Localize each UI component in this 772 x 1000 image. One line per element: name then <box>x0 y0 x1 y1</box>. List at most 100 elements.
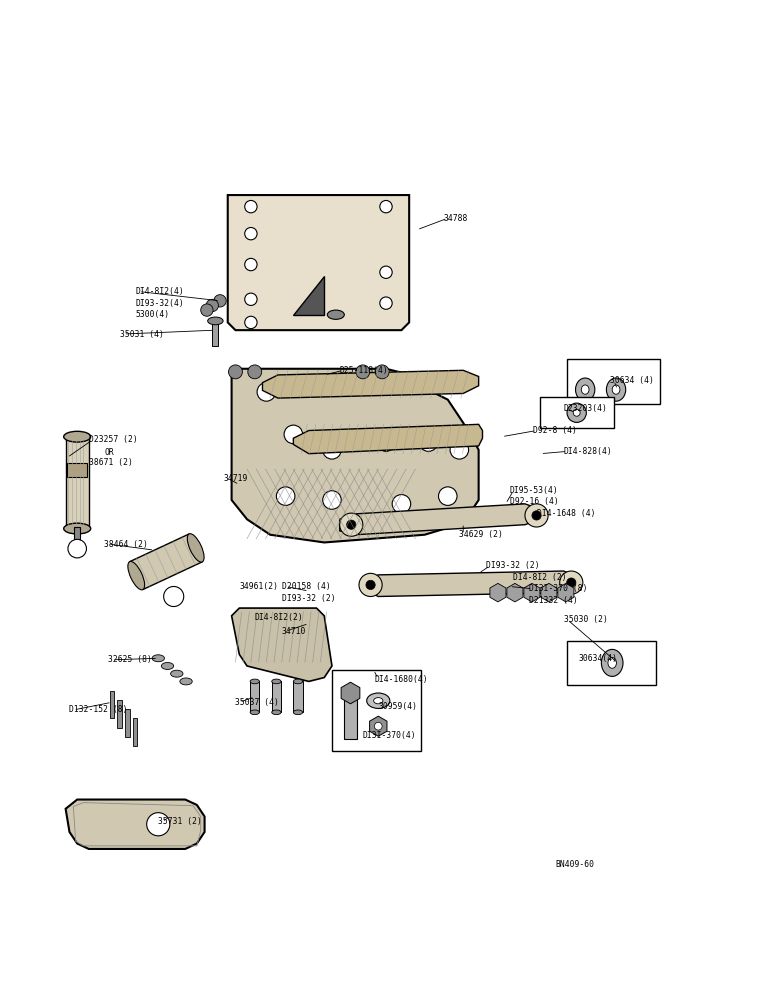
Circle shape <box>392 495 411 513</box>
Text: DI4-1648 (4): DI4-1648 (4) <box>537 509 595 518</box>
Bar <box>212 321 218 346</box>
Ellipse shape <box>272 710 281 715</box>
Bar <box>344 697 357 739</box>
Text: 35031 (4): 35031 (4) <box>120 330 164 339</box>
Circle shape <box>248 365 262 379</box>
Ellipse shape <box>188 534 204 562</box>
Polygon shape <box>228 195 409 330</box>
Bar <box>125 709 130 737</box>
Circle shape <box>245 293 257 305</box>
Circle shape <box>340 513 363 536</box>
Text: 34788: 34788 <box>444 214 469 223</box>
Text: DI4-8I2(4): DI4-8I2(4) <box>135 287 184 296</box>
Circle shape <box>450 441 469 459</box>
Text: 32625 (8): 32625 (8) <box>108 655 152 664</box>
Polygon shape <box>262 370 479 398</box>
Circle shape <box>356 365 370 379</box>
Text: D92-16 (4): D92-16 (4) <box>510 497 558 506</box>
Circle shape <box>377 433 395 451</box>
Ellipse shape <box>612 385 620 394</box>
Bar <box>110 691 114 718</box>
Ellipse shape <box>567 403 587 422</box>
Circle shape <box>375 365 389 379</box>
Text: 38671 (2): 38671 (2) <box>89 458 133 467</box>
Polygon shape <box>66 438 89 527</box>
Ellipse shape <box>608 657 616 668</box>
Polygon shape <box>66 800 205 849</box>
Ellipse shape <box>293 710 303 715</box>
Text: 30959(4): 30959(4) <box>378 702 418 711</box>
Bar <box>67 463 87 477</box>
Circle shape <box>560 571 583 594</box>
Text: 30634 (4): 30634 (4) <box>610 376 654 385</box>
Circle shape <box>245 316 257 329</box>
Text: D25-118(4): D25-118(4) <box>340 366 388 375</box>
Circle shape <box>164 586 184 607</box>
Circle shape <box>245 258 257 271</box>
Bar <box>567 641 656 685</box>
Circle shape <box>374 722 382 730</box>
Text: 35030 (2): 35030 (2) <box>564 615 608 624</box>
Text: 5300(4): 5300(4) <box>135 310 169 319</box>
Ellipse shape <box>128 561 144 590</box>
Polygon shape <box>293 424 482 454</box>
Circle shape <box>438 487 457 505</box>
Text: 30634(4): 30634(4) <box>579 654 618 663</box>
Circle shape <box>214 295 226 307</box>
Text: 34719: 34719 <box>224 474 249 483</box>
Text: DI93-32 (2): DI93-32 (2) <box>282 594 335 603</box>
Text: 35037 (4): 35037 (4) <box>235 698 279 707</box>
Circle shape <box>567 578 576 587</box>
Ellipse shape <box>581 385 589 394</box>
Text: DI93-32(4): DI93-32(4) <box>135 299 184 308</box>
Bar <box>74 527 80 546</box>
Ellipse shape <box>250 710 259 715</box>
Text: D132-152 (8): D132-152 (8) <box>69 705 128 714</box>
Ellipse shape <box>171 670 183 677</box>
Circle shape <box>359 573 382 596</box>
Ellipse shape <box>573 409 581 416</box>
Circle shape <box>532 511 541 520</box>
Text: D23257 (2): D23257 (2) <box>89 435 137 444</box>
Ellipse shape <box>63 523 91 534</box>
Circle shape <box>525 504 548 527</box>
Text: DI4-8I2 (2): DI4-8I2 (2) <box>513 573 567 582</box>
Ellipse shape <box>250 679 259 684</box>
Circle shape <box>380 266 392 278</box>
Circle shape <box>229 365 242 379</box>
Circle shape <box>380 297 392 309</box>
Circle shape <box>257 383 276 401</box>
Text: DI3I-370(4): DI3I-370(4) <box>363 731 416 740</box>
Circle shape <box>323 491 341 509</box>
Ellipse shape <box>607 378 625 401</box>
Ellipse shape <box>272 679 281 684</box>
Text: D20158 (4): D20158 (4) <box>282 582 330 591</box>
Bar <box>332 670 421 751</box>
Ellipse shape <box>575 378 594 401</box>
Ellipse shape <box>180 678 192 685</box>
Ellipse shape <box>208 317 223 325</box>
Text: DI95-53(4): DI95-53(4) <box>510 486 558 495</box>
Circle shape <box>147 813 170 836</box>
Bar <box>250 681 259 712</box>
Bar <box>293 681 303 712</box>
Circle shape <box>347 520 356 529</box>
Circle shape <box>419 433 438 451</box>
Bar <box>133 718 137 746</box>
Circle shape <box>201 304 213 316</box>
Circle shape <box>276 487 295 505</box>
Ellipse shape <box>152 655 164 662</box>
Ellipse shape <box>293 679 303 684</box>
Text: 35731 (2): 35731 (2) <box>158 817 202 826</box>
Bar <box>272 681 281 712</box>
Circle shape <box>206 299 218 312</box>
Circle shape <box>366 580 375 590</box>
Text: 34961(2): 34961(2) <box>239 582 279 591</box>
Text: DI4-8I2(2): DI4-8I2(2) <box>255 613 303 622</box>
Text: 34629 (2): 34629 (2) <box>459 530 503 539</box>
Text: D21332 (4): D21332 (4) <box>529 596 577 605</box>
Bar <box>130 534 202 590</box>
Bar <box>567 359 660 403</box>
Bar <box>540 397 614 428</box>
Ellipse shape <box>161 663 174 669</box>
